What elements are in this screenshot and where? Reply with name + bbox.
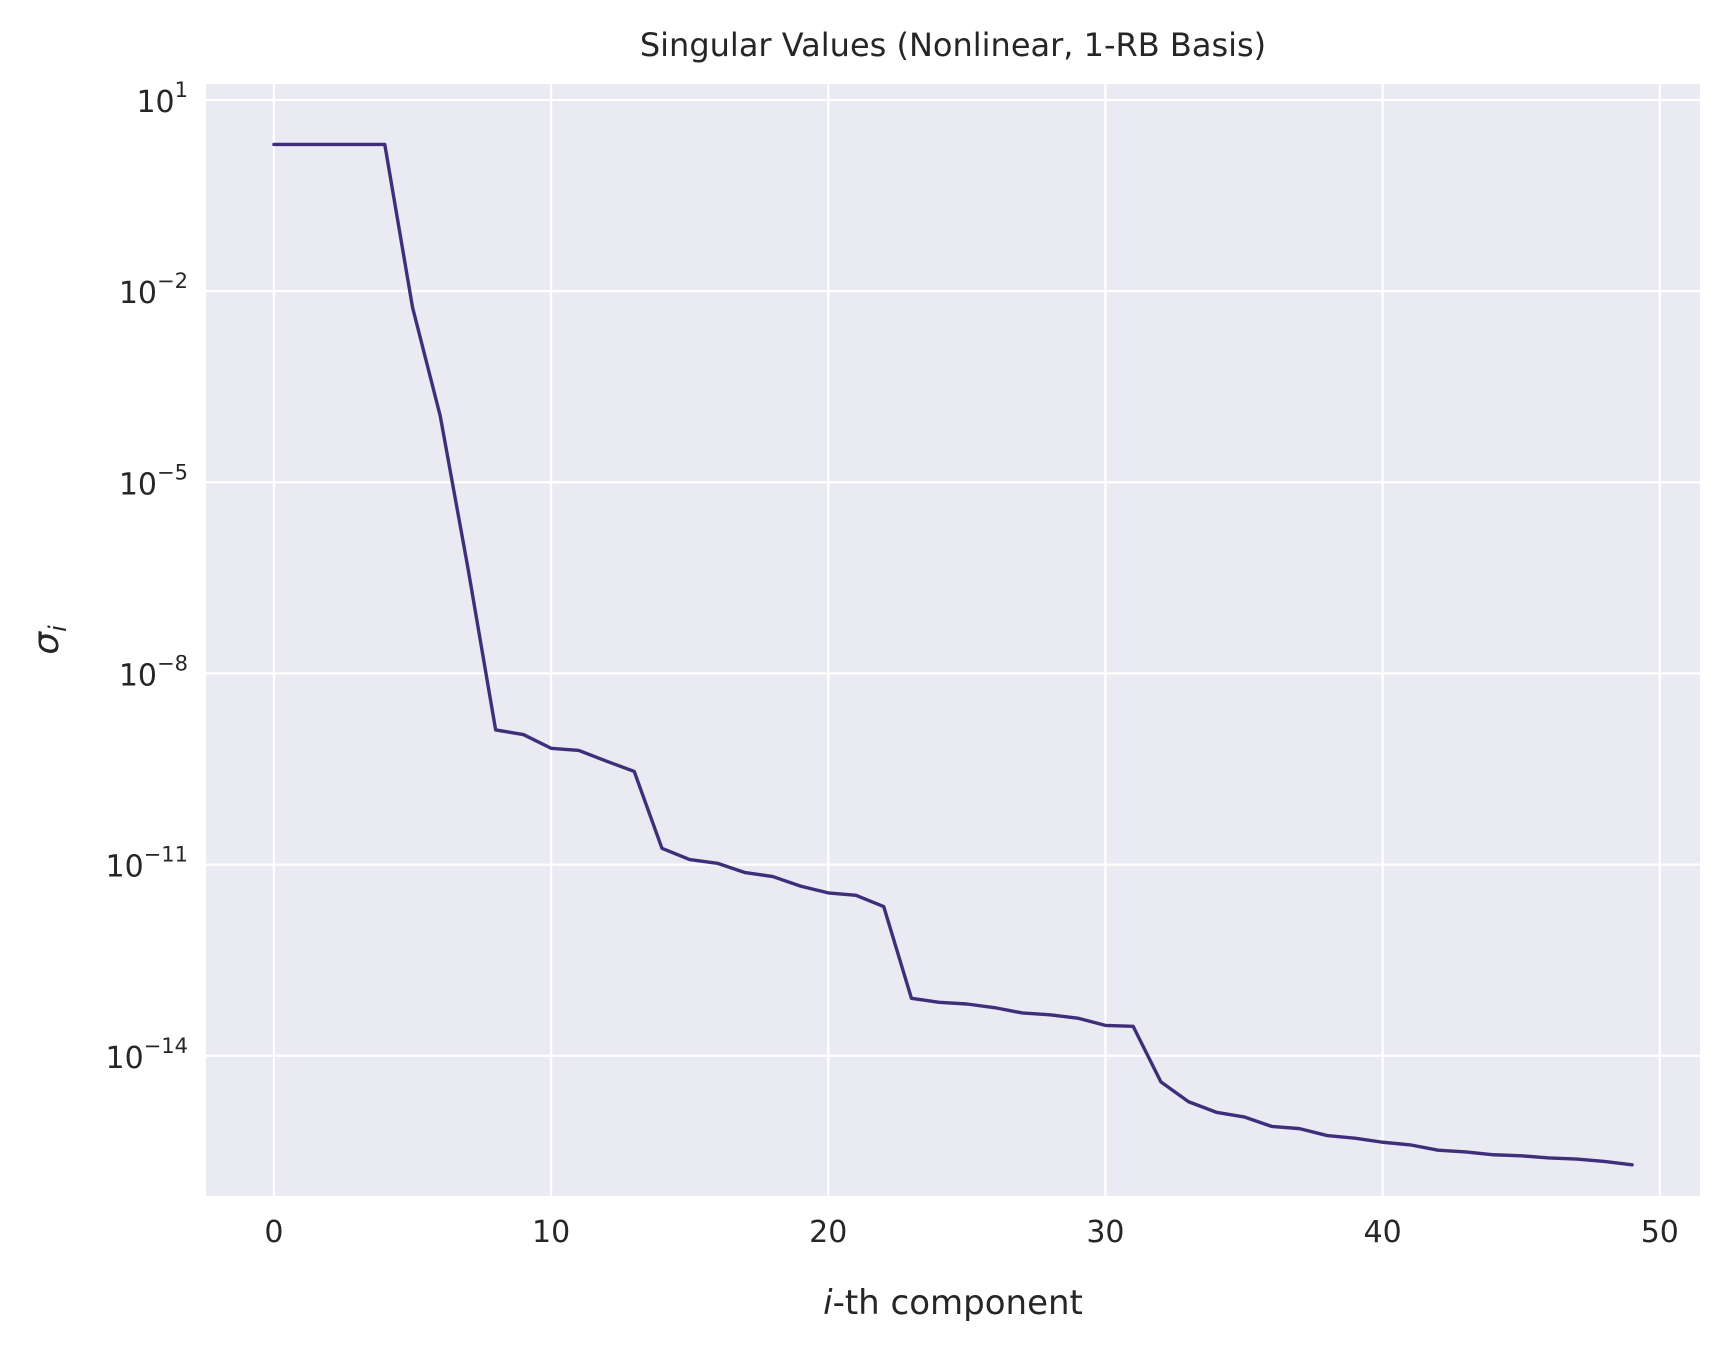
x-axis-label-rest: -th component — [833, 1283, 1083, 1323]
y-tick-label: 10−11 — [105, 843, 188, 885]
x-tick-label: 0 — [264, 1215, 283, 1250]
y-tick-label: 10−14 — [105, 1034, 188, 1076]
series-line — [272, 142, 1634, 1167]
x-tick-label: 20 — [809, 1215, 847, 1250]
plot-background — [206, 84, 1700, 1196]
y-tick-label: 101 — [136, 78, 188, 120]
y-tick-label: 10−5 — [119, 460, 188, 502]
x-tick-label: 10 — [532, 1215, 570, 1250]
y-axis-label-subscript: i — [44, 625, 72, 632]
x-axis-label-italic: i — [823, 1283, 833, 1323]
grid-lines — [206, 84, 1700, 1196]
y-axis-label: σi — [26, 625, 72, 655]
x-tick-labels: 0 10 20 30 40 50 — [264, 1215, 1679, 1250]
x-tick-label: 40 — [1364, 1215, 1402, 1250]
x-tick-label: 30 — [1086, 1215, 1124, 1250]
y-tick-label: 10−2 — [119, 269, 188, 311]
chart-title: Singular Values (Nonlinear, 1-RB Basis) — [640, 26, 1266, 64]
series-group — [272, 142, 1634, 1167]
y-tick-label: 10−8 — [119, 651, 188, 693]
y-tick-labels: 101 10−2 10−5 10−8 10−11 10−14 — [105, 78, 188, 1076]
x-axis-label: i-th component — [823, 1283, 1083, 1323]
y-axis-label-base: σ — [26, 631, 67, 655]
x-tick-label: 50 — [1641, 1215, 1679, 1250]
